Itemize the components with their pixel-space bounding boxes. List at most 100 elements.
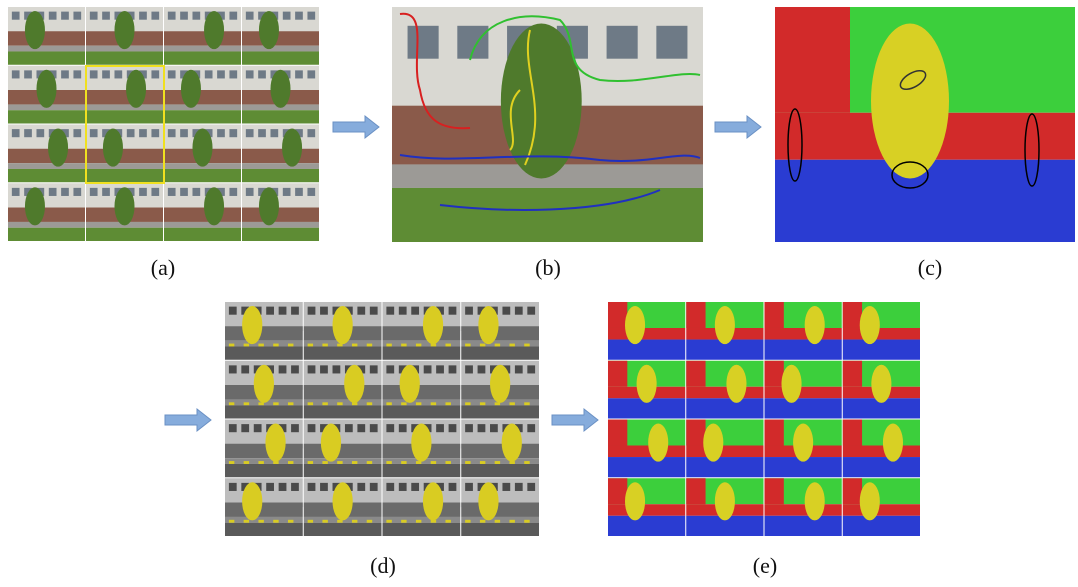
speck bbox=[337, 461, 342, 464]
segment bbox=[686, 420, 705, 446]
brick bbox=[86, 90, 163, 104]
window bbox=[254, 424, 262, 432]
segment-tree bbox=[715, 306, 735, 344]
segment-tree bbox=[781, 365, 801, 403]
window bbox=[229, 12, 237, 20]
brick bbox=[304, 385, 382, 399]
arrow bbox=[333, 116, 379, 138]
speck bbox=[509, 520, 514, 523]
window bbox=[73, 70, 81, 78]
speck bbox=[431, 402, 436, 405]
tree bbox=[333, 306, 353, 344]
pavement bbox=[164, 104, 241, 110]
segment-tree bbox=[648, 424, 668, 462]
segment bbox=[843, 516, 920, 536]
window bbox=[139, 129, 147, 137]
window bbox=[246, 12, 254, 20]
speck bbox=[337, 402, 342, 405]
brick bbox=[164, 90, 241, 104]
tree bbox=[114, 187, 134, 225]
window bbox=[180, 188, 188, 196]
window bbox=[61, 70, 69, 78]
window bbox=[73, 129, 81, 137]
window bbox=[229, 365, 237, 373]
grass bbox=[225, 523, 303, 536]
speck bbox=[495, 344, 500, 347]
grass bbox=[242, 228, 319, 241]
speck bbox=[416, 344, 421, 347]
speck bbox=[465, 402, 470, 405]
window bbox=[246, 188, 254, 196]
speck bbox=[244, 520, 249, 523]
window bbox=[291, 424, 299, 432]
window bbox=[291, 365, 299, 373]
window bbox=[307, 129, 315, 137]
window bbox=[291, 307, 299, 315]
speck bbox=[401, 402, 406, 405]
speck bbox=[322, 402, 327, 405]
speck bbox=[288, 402, 293, 405]
window bbox=[515, 365, 523, 373]
speck bbox=[367, 461, 372, 464]
window bbox=[465, 307, 473, 315]
window bbox=[246, 70, 254, 78]
pavement bbox=[242, 222, 319, 228]
tree bbox=[25, 187, 45, 225]
speck bbox=[386, 461, 391, 464]
image-grid bbox=[225, 302, 539, 536]
segment-tree bbox=[871, 365, 891, 403]
speck bbox=[288, 344, 293, 347]
brick bbox=[164, 208, 241, 222]
segment bbox=[843, 445, 920, 457]
segment bbox=[765, 504, 842, 516]
tree bbox=[478, 306, 498, 344]
brick bbox=[242, 208, 319, 222]
window bbox=[370, 365, 378, 373]
segment bbox=[608, 478, 627, 504]
pavement bbox=[8, 222, 85, 228]
segment-tree bbox=[805, 306, 825, 344]
speck bbox=[273, 520, 278, 523]
tree bbox=[259, 11, 279, 49]
speck bbox=[229, 520, 234, 523]
window bbox=[229, 483, 237, 491]
tree bbox=[126, 70, 146, 108]
segment bbox=[686, 302, 705, 328]
window bbox=[229, 188, 237, 196]
grass bbox=[304, 405, 382, 418]
window bbox=[90, 129, 98, 137]
window bbox=[151, 129, 159, 137]
pavement bbox=[8, 163, 85, 169]
speck bbox=[258, 402, 263, 405]
window bbox=[411, 307, 419, 315]
tree bbox=[204, 187, 224, 225]
window bbox=[527, 424, 535, 432]
tree bbox=[48, 129, 68, 167]
grass bbox=[164, 51, 241, 64]
speck bbox=[465, 461, 470, 464]
grass bbox=[164, 169, 241, 182]
grass bbox=[8, 169, 85, 182]
window bbox=[465, 424, 473, 432]
window bbox=[308, 483, 316, 491]
window bbox=[527, 365, 535, 373]
pavement bbox=[242, 46, 319, 52]
brick bbox=[8, 149, 85, 163]
window bbox=[61, 188, 69, 196]
speck bbox=[273, 402, 278, 405]
segment-tree bbox=[625, 306, 645, 344]
segment bbox=[608, 340, 685, 360]
tree bbox=[423, 482, 443, 520]
window bbox=[386, 307, 394, 315]
segment bbox=[686, 398, 763, 418]
speck bbox=[352, 520, 357, 523]
page: (a) (b) (c) (d) (e) (() => { const data … bbox=[0, 0, 1078, 582]
segment bbox=[843, 457, 920, 477]
window bbox=[320, 307, 328, 315]
segment-tree bbox=[625, 482, 645, 520]
window bbox=[102, 188, 110, 196]
window bbox=[241, 365, 249, 373]
tree bbox=[411, 424, 431, 462]
tree bbox=[204, 11, 224, 49]
segment bbox=[843, 361, 862, 387]
